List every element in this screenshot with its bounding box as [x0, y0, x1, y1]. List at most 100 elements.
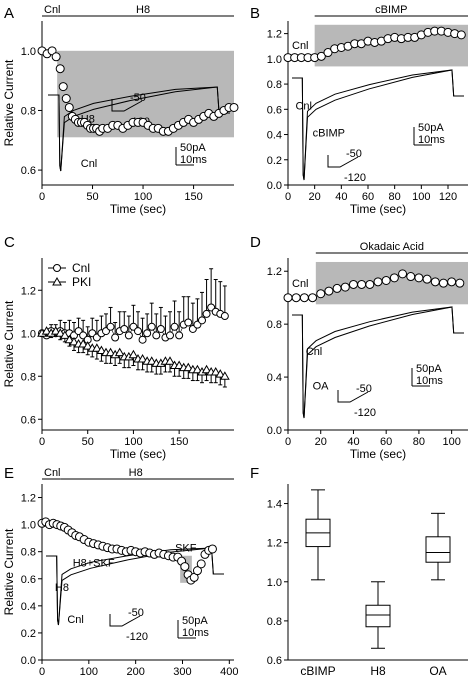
y-tick-label: 1.0 — [267, 54, 282, 66]
category-label: H8 — [370, 664, 386, 678]
data-point-pki — [82, 341, 93, 350]
drug-bar-label: cBIMP — [375, 4, 407, 16]
x-tick-label: 60 — [362, 191, 374, 203]
data-point-pki — [91, 343, 102, 352]
panel-letter-D: D — [250, 234, 261, 251]
y-tick-label: 0.0 — [267, 180, 282, 192]
y-tick-label: 0.8 — [21, 105, 36, 117]
voltage-protocol — [337, 390, 369, 403]
data-point-pki — [183, 362, 194, 372]
x-tick-label: 0 — [285, 436, 291, 448]
protocol-label-hold: -50 — [346, 148, 362, 160]
trace-label-oa: OA — [313, 380, 330, 392]
x-tick-label: 100 — [412, 191, 430, 203]
y-tick-label: 0.4 — [267, 130, 282, 142]
scale-label-current: 50pA — [418, 122, 444, 134]
category-label: OA — [429, 664, 446, 678]
x-tick-label: 120 — [439, 191, 457, 203]
legend-marker-pki — [52, 276, 62, 286]
scale-label-time: 10ms — [418, 134, 445, 146]
x-tick-label: 100 — [134, 191, 152, 203]
protocol-label-step: -120 — [344, 172, 366, 184]
data-point-pki — [59, 330, 70, 339]
control-bar-label: Cnl — [44, 4, 61, 16]
panel-letter-A: A — [4, 5, 14, 22]
x-tick-label: 400 — [220, 666, 238, 678]
data-point-cnl — [166, 331, 174, 340]
data-point-pki — [215, 369, 226, 378]
legend-marker-cnl — [53, 264, 61, 272]
data-point — [348, 279, 358, 289]
scale-label-current: 50pA — [180, 142, 206, 154]
y-tick-label: 1.0 — [21, 520, 36, 532]
protocol-label-hold: -50 — [128, 607, 144, 619]
data-point — [308, 293, 318, 303]
x-axis-title: Time (sec) — [350, 202, 406, 216]
data-point — [389, 273, 399, 283]
x-tick-label: 150 — [184, 191, 202, 203]
trace-label-cnl: Cnl — [306, 346, 323, 358]
scale-label-time: 10ms — [416, 375, 443, 387]
data-point — [438, 278, 448, 288]
x-tick-label: 100 — [124, 436, 142, 448]
data-point-pki — [146, 356, 157, 365]
data-point-cnl — [175, 331, 184, 340]
data-point-cnl — [147, 322, 156, 331]
data-point — [381, 275, 391, 285]
data-point-cnl — [143, 329, 152, 338]
y-tick-label: 0.4 — [267, 372, 282, 384]
data-point-cnl — [138, 335, 147, 344]
x-tick-label: 100 — [442, 436, 460, 448]
data-point-cnl — [170, 322, 179, 331]
y-axis-title: Relative Current — [2, 528, 16, 615]
data-point — [192, 566, 202, 576]
data-point — [373, 277, 383, 287]
protocol-label-step: -120 — [126, 631, 148, 643]
trace-drug — [292, 69, 464, 181]
data-point-pki — [69, 336, 79, 346]
data-point — [196, 559, 206, 569]
x-axis-title: Time (sec) — [350, 447, 406, 461]
trace-label-h8-skf: H8+SKF — [73, 558, 115, 570]
drug-bar-label: H8 — [129, 467, 143, 479]
data-point — [55, 64, 65, 74]
data-point — [398, 269, 408, 279]
panel-letter-C: C — [4, 234, 15, 251]
y-tick-label: 0.2 — [267, 155, 282, 167]
data-point-pki — [105, 347, 116, 357]
box-iqr — [365, 604, 391, 628]
y-tick-label: 0.8 — [267, 319, 282, 331]
data-point — [291, 293, 301, 303]
legend-label-cnl: Cnl — [72, 261, 90, 275]
trace-drug — [48, 86, 230, 172]
data-point-cnl — [134, 327, 142, 336]
data-point-pki — [210, 366, 221, 376]
y-tick-label: 0.6 — [21, 574, 36, 586]
x-tick-label: 50 — [82, 436, 94, 448]
x-tick-label: 80 — [413, 436, 425, 448]
drug-bar-label: H8 — [136, 4, 150, 16]
data-point-pki — [41, 326, 52, 335]
data-point — [299, 293, 309, 303]
y-tick-label: 0.2 — [21, 628, 36, 640]
trace-label-cbimp: cBIMP — [313, 128, 345, 140]
data-point — [414, 273, 424, 283]
y-axis-title: Relative Current — [2, 59, 16, 146]
x-tick-label: 80 — [389, 191, 401, 203]
data-point-cnl — [152, 331, 161, 340]
data-point — [357, 279, 367, 289]
data-point-cnl — [120, 324, 129, 333]
scale-label-current: 50pA — [182, 615, 208, 627]
category-label: cBIMP — [300, 664, 335, 678]
data-point-cnl — [202, 309, 211, 318]
y-tick-label: 1.2 — [267, 538, 282, 550]
y-tick-label: 0.6 — [21, 165, 36, 177]
x-tick-label: 60 — [380, 436, 392, 448]
scale-label-time: 10ms — [180, 154, 207, 166]
drug-bar-label: Okadaic Acid — [360, 241, 424, 253]
x-tick-label: 0 — [39, 191, 45, 203]
data-point — [406, 272, 416, 282]
y-tick-label: 1.2 — [21, 493, 36, 505]
voltage-protocol — [111, 99, 143, 112]
